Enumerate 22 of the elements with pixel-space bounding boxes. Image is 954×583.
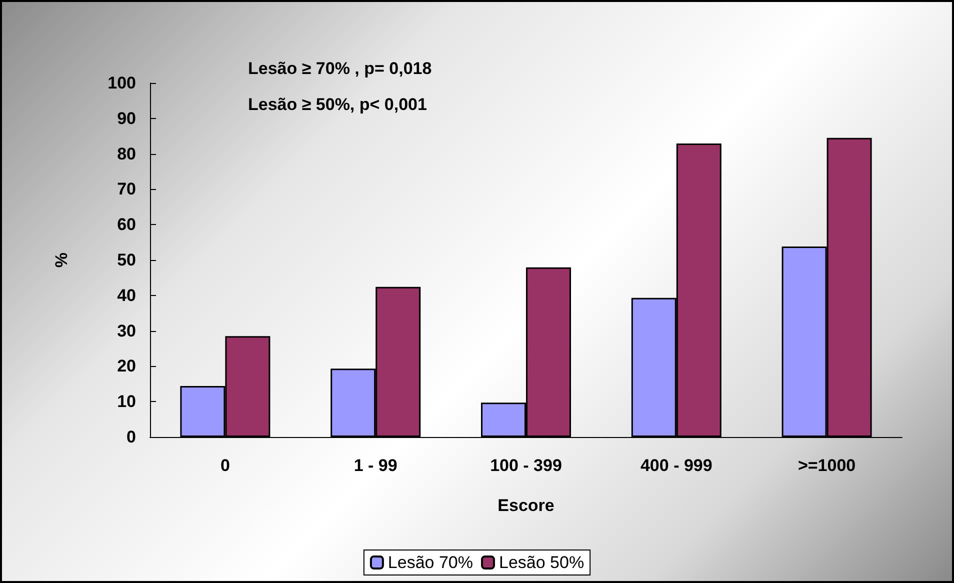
y-tick-label: 100	[108, 74, 136, 92]
x-tick-label: 400 - 999	[640, 456, 712, 475]
x-tick-label: 100 - 399	[490, 456, 562, 475]
y-tick-label: 40	[117, 286, 136, 305]
text: Lesão ≥ 70% , p= 0,018	[248, 59, 432, 78]
y-tick-label: 60	[117, 215, 136, 234]
y-tick-label: 30	[117, 321, 136, 340]
y-tick-label: 20	[117, 356, 136, 376]
y-tick-label: 0	[126, 428, 136, 446]
x-tick-label: >=1000	[798, 456, 856, 475]
legend-label: Lesão 70%	[388, 553, 474, 572]
y-tick-label: 70	[117, 180, 136, 199]
x-tick-label: 1 - 99	[354, 456, 398, 475]
y-tick-label: 90	[117, 108, 136, 128]
y-tick-label: 80	[117, 144, 136, 164]
x-tick-label: 0	[220, 456, 230, 475]
x-axis-title: Escore	[498, 496, 554, 515]
annotation: Lesão ≥ 50%, p< 0,001	[248, 95, 427, 114]
y-tick-label: 50	[117, 250, 136, 270]
legend-label: Lesão 50%	[499, 553, 584, 572]
y-tick-label: 10	[117, 392, 136, 412]
y-axis-title: %	[52, 252, 71, 268]
